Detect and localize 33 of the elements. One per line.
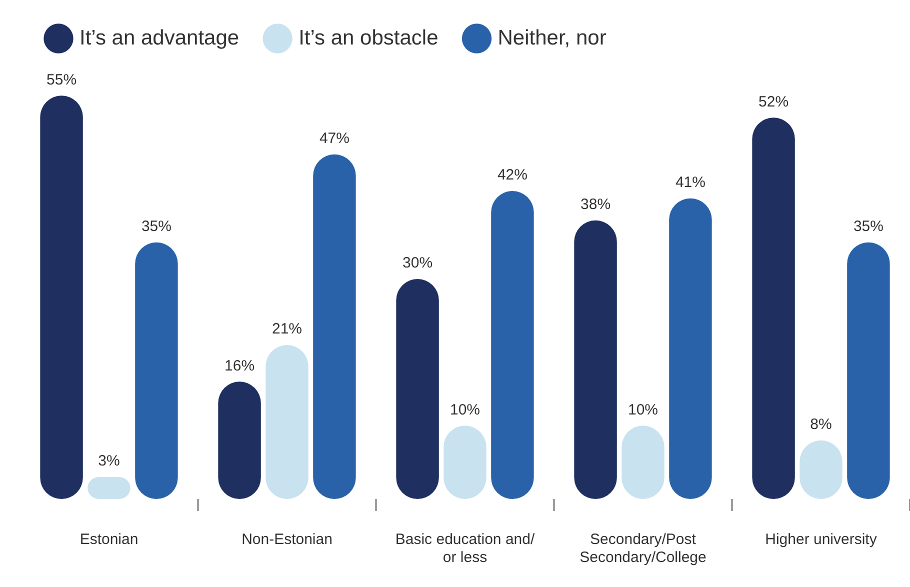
x-tick-label: Basic education and/ or less bbox=[395, 531, 536, 566]
bar bbox=[491, 191, 534, 499]
data-label: 10% bbox=[450, 401, 480, 418]
data-label: 55% bbox=[46, 71, 77, 88]
legend-label: It’s an advantage bbox=[80, 26, 240, 50]
bar bbox=[752, 118, 795, 499]
data-label: 3% bbox=[98, 452, 120, 470]
data-label: 35% bbox=[141, 218, 172, 235]
bar bbox=[40, 96, 83, 499]
legend-label: Neither, nor bbox=[498, 26, 606, 50]
bar bbox=[847, 242, 890, 499]
data-label: 38% bbox=[580, 196, 611, 213]
data-label: 52% bbox=[758, 93, 789, 110]
data-label: 30% bbox=[402, 254, 433, 272]
bar bbox=[396, 279, 439, 499]
data-label: 41% bbox=[675, 174, 706, 191]
data-label: 47% bbox=[319, 130, 350, 147]
data-label: 10% bbox=[628, 401, 658, 418]
data-label: 42% bbox=[497, 166, 528, 184]
bar bbox=[266, 345, 308, 499]
bar bbox=[669, 198, 712, 499]
x-tick-label: Estonian bbox=[80, 531, 138, 548]
bar bbox=[574, 220, 617, 499]
data-label: 16% bbox=[224, 357, 255, 374]
bar bbox=[313, 154, 356, 499]
data-label: 35% bbox=[853, 218, 884, 235]
data-label: 21% bbox=[272, 320, 302, 338]
data-label: 8% bbox=[810, 416, 832, 433]
x-tick-label: Secondary/Post Secondary/College bbox=[580, 531, 706, 566]
legend-label: It’s an obstacle bbox=[298, 26, 438, 50]
bar bbox=[135, 242, 178, 499]
x-tick-label: Non-Estonian bbox=[242, 531, 332, 548]
x-tick-label: Higher university bbox=[765, 531, 878, 548]
